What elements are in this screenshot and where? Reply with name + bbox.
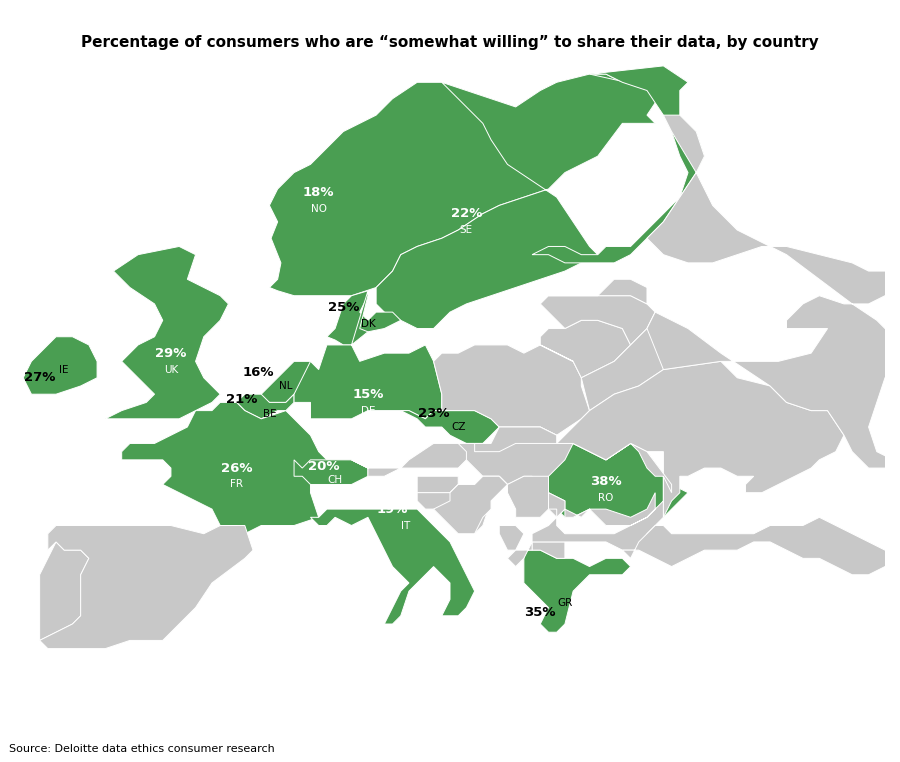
Polygon shape (23, 337, 97, 394)
Polygon shape (532, 542, 565, 559)
Text: 26%: 26% (220, 462, 252, 475)
Text: 15%: 15% (352, 388, 383, 401)
Text: 19%: 19% (377, 503, 409, 516)
Text: CZ: CZ (451, 422, 465, 432)
Polygon shape (508, 542, 532, 567)
Text: FR: FR (230, 479, 243, 489)
Polygon shape (376, 74, 663, 328)
Polygon shape (540, 296, 655, 345)
Polygon shape (310, 509, 474, 624)
Polygon shape (352, 443, 474, 476)
Polygon shape (253, 361, 319, 402)
Text: NO: NO (310, 203, 327, 213)
Polygon shape (434, 476, 508, 533)
Text: RO: RO (598, 492, 614, 503)
Polygon shape (548, 280, 647, 304)
Polygon shape (40, 526, 253, 648)
Polygon shape (327, 291, 400, 345)
Polygon shape (434, 345, 590, 435)
Text: 21%: 21% (226, 392, 257, 405)
Text: CH: CH (328, 475, 343, 485)
Polygon shape (532, 66, 705, 263)
Polygon shape (524, 550, 631, 632)
Text: BE: BE (263, 409, 276, 419)
Polygon shape (400, 411, 500, 443)
Polygon shape (122, 402, 327, 533)
Text: 27%: 27% (24, 371, 55, 384)
Polygon shape (532, 443, 663, 550)
Text: 22%: 22% (451, 207, 482, 220)
Text: SE: SE (460, 225, 473, 235)
Text: NL: NL (279, 381, 292, 391)
Polygon shape (237, 394, 294, 419)
Polygon shape (623, 517, 893, 575)
Text: GR: GR (557, 597, 572, 607)
Text: 8%: 8% (619, 190, 642, 203)
Polygon shape (581, 312, 721, 411)
Text: Source: Deloitte data ethics consumer research: Source: Deloitte data ethics consumer re… (9, 744, 274, 754)
Polygon shape (540, 320, 631, 378)
Polygon shape (474, 427, 557, 452)
Polygon shape (294, 459, 368, 485)
Text: UK: UK (164, 364, 178, 375)
Title: Percentage of consumers who are “somewhat willing” to share their data, by count: Percentage of consumers who are “somewha… (81, 34, 819, 50)
Polygon shape (418, 476, 458, 493)
Text: 16%: 16% (242, 367, 274, 379)
Text: 23%: 23% (418, 408, 449, 421)
Polygon shape (557, 361, 844, 517)
Text: DE: DE (361, 405, 375, 415)
Polygon shape (532, 443, 688, 526)
Text: 20%: 20% (308, 460, 339, 473)
Polygon shape (458, 427, 573, 485)
Text: 29%: 29% (156, 347, 186, 360)
Text: IT: IT (401, 520, 410, 530)
Polygon shape (508, 476, 565, 517)
Polygon shape (647, 115, 900, 468)
Text: DK: DK (361, 319, 375, 328)
Text: 38%: 38% (590, 475, 622, 488)
Polygon shape (294, 291, 442, 419)
Text: IE: IE (59, 364, 69, 375)
Text: FI: FI (626, 209, 635, 219)
Polygon shape (631, 443, 671, 493)
Text: 35%: 35% (525, 606, 556, 619)
Polygon shape (418, 476, 508, 533)
Polygon shape (269, 66, 688, 296)
Text: 18%: 18% (303, 186, 335, 199)
Polygon shape (40, 542, 89, 640)
Polygon shape (540, 345, 573, 361)
Polygon shape (500, 526, 524, 550)
Polygon shape (105, 246, 229, 419)
Text: 25%: 25% (328, 301, 359, 314)
